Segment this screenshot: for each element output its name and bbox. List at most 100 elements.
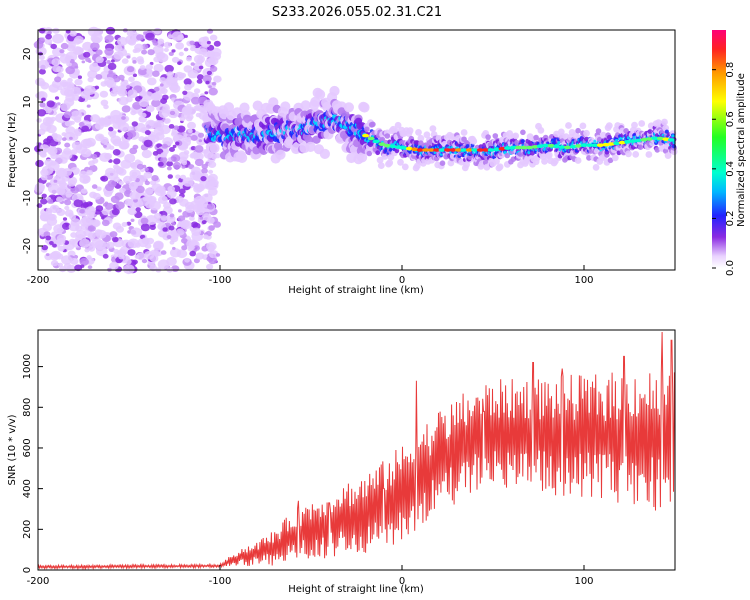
ridge-mark	[611, 154, 619, 162]
noise-speckle	[36, 118, 42, 123]
noise-speckle	[80, 223, 89, 231]
noise-speckle	[159, 77, 167, 83]
noise-speckle	[53, 134, 63, 142]
noise-speckle	[191, 96, 201, 105]
noise-speckle	[65, 66, 75, 75]
ridge-mark	[583, 129, 590, 137]
noise-speckle	[38, 27, 46, 34]
noise-speckle	[208, 87, 218, 96]
noise-speckle	[65, 193, 72, 198]
noise-speckle	[187, 69, 199, 79]
noise-speckle	[68, 238, 76, 245]
ridge-core	[411, 147, 419, 152]
ridge-core	[575, 144, 582, 148]
ridge-mark	[664, 129, 669, 134]
noise-speckle	[78, 121, 85, 127]
ridge-core	[520, 145, 528, 150]
noise-speckle	[150, 92, 161, 101]
noise-speckle	[82, 178, 89, 184]
noise-speckle	[169, 84, 181, 93]
noise-speckle	[135, 207, 141, 212]
ridge-core	[509, 145, 517, 150]
noise-speckle	[144, 136, 150, 141]
noise-speckle	[65, 126, 76, 135]
noise-speckle	[66, 264, 77, 273]
noise-speckle	[179, 116, 186, 122]
noise-speckle	[194, 106, 200, 112]
noise-speckle	[73, 199, 84, 208]
noise-speckle	[108, 70, 113, 74]
x-tick-label: -200	[27, 275, 50, 286]
noise-speckle	[74, 128, 82, 135]
spectrogram-image	[33, 26, 678, 275]
noise-speckle	[71, 94, 80, 101]
noise-speckle	[183, 47, 189, 52]
noise-speckle	[167, 174, 173, 179]
noise-speckle	[151, 39, 156, 43]
noise-speckle	[182, 90, 188, 96]
ridge-mark	[537, 126, 545, 134]
noise-speckle	[147, 77, 157, 86]
noise-speckle	[130, 227, 143, 238]
noise-speckle	[45, 253, 50, 257]
ridge-mark	[394, 121, 402, 129]
noise-speckle	[169, 147, 175, 152]
noise-speckle	[49, 204, 60, 214]
ridge-mark	[366, 150, 373, 157]
noise-speckle	[151, 175, 159, 182]
noise-speckle	[188, 244, 195, 250]
noise-speckle	[102, 253, 109, 259]
ridge-core	[487, 148, 495, 152]
ridge-mark	[310, 96, 321, 107]
noise-speckle	[194, 158, 204, 167]
noise-speckle	[87, 77, 94, 83]
noise-speckle	[203, 234, 209, 240]
noise-speckle	[206, 40, 211, 45]
noise-speckle	[194, 195, 206, 206]
x-tick-label: 100	[574, 576, 593, 587]
ridge-core	[602, 142, 610, 147]
noise-speckle	[181, 165, 186, 169]
noise-speckle	[54, 96, 60, 100]
noise-speckle	[185, 56, 193, 62]
noise-speckle	[166, 166, 172, 171]
noise-speckle	[42, 116, 55, 127]
noise-speckle	[79, 238, 91, 248]
ridge-core	[498, 147, 506, 151]
noise-speckle	[127, 230, 132, 234]
noise-speckle	[201, 168, 208, 174]
noise-speckle	[65, 29, 71, 34]
noise-speckle	[179, 219, 192, 230]
ridge-mark	[329, 85, 340, 97]
noise-speckle	[127, 136, 131, 140]
noise-speckle	[160, 250, 167, 255]
noise-speckle	[141, 237, 150, 245]
noise-speckle	[80, 188, 88, 194]
noise-speckle	[132, 73, 137, 78]
noise-speckle	[166, 235, 172, 239]
ridge-mark	[504, 152, 511, 159]
noise-speckle	[136, 163, 144, 170]
ridge-core	[362, 133, 370, 138]
noise-speckle	[130, 162, 137, 168]
y-tick-label: 1000	[22, 354, 33, 379]
noise-speckle	[213, 221, 222, 228]
noise-speckle	[183, 78, 192, 86]
noise-speckle	[124, 198, 134, 207]
noise-speckle	[171, 49, 176, 53]
noise-speckle	[84, 248, 90, 253]
noise-speckle	[62, 222, 71, 230]
noise-speckle	[153, 63, 164, 73]
noise-speckle	[196, 79, 203, 84]
noise-speckle	[40, 169, 49, 177]
noise-speckle	[149, 61, 154, 66]
noise-speckle	[108, 126, 114, 132]
ridge-mark	[300, 100, 311, 111]
ridge-core	[378, 142, 386, 146]
noise-speckle	[145, 105, 155, 113]
ridge-mark	[574, 157, 582, 164]
ridge-mark	[364, 126, 370, 133]
noise-speckle	[172, 144, 177, 148]
noise-speckle	[118, 74, 125, 81]
noise-speckle	[207, 173, 218, 183]
